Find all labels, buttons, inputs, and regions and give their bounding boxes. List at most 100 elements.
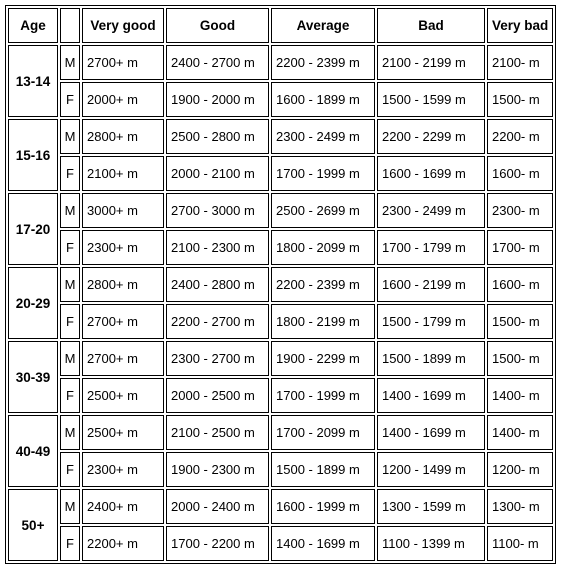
header-very-bad: Very bad bbox=[487, 8, 554, 43]
header-age: Age bbox=[8, 8, 58, 43]
table-row: F 2300+ m 2100 - 2300 m 1800 - 2099 m 1700 -… bbox=[8, 230, 554, 265]
age-group-cell: 30-39 bbox=[8, 341, 58, 413]
cell-bad: 1300 - 1599 m bbox=[377, 489, 485, 524]
cell-average: 2200 - 2399 m bbox=[271, 267, 375, 302]
sex-cell: F bbox=[60, 452, 80, 487]
table-row: 50+ M 2400+ m 2000 - 2400 m 1600 - 1999 m 130… bbox=[8, 489, 554, 561]
cell-very-bad: 1500- m bbox=[487, 341, 554, 376]
header-very-good: Very good bbox=[82, 8, 164, 43]
cell-bad: 1500 - 1899 m bbox=[377, 341, 485, 376]
cell-bad: 1600 - 2199 m bbox=[377, 267, 485, 302]
cell-very-good: 2300+ m bbox=[82, 230, 164, 265]
sex-cell: F bbox=[60, 304, 80, 339]
cell-bad: 1700 - 1799 m bbox=[377, 230, 485, 265]
header-sex bbox=[60, 8, 80, 43]
cell-very-bad: 1200- m bbox=[487, 452, 554, 487]
sex-cell: F bbox=[60, 230, 80, 265]
cell-very-good: 2500+ m bbox=[82, 415, 164, 450]
cell-good: 2400 - 2800 m bbox=[166, 267, 269, 302]
cell-average: 1400 - 1699 m bbox=[271, 526, 375, 561]
cell-average: 1600 - 1899 m bbox=[271, 82, 375, 117]
cell-very-good: 2800+ m bbox=[82, 119, 164, 154]
sex-cell: M bbox=[60, 45, 80, 80]
sex-cell: F bbox=[60, 378, 80, 413]
sex-cell: M bbox=[60, 489, 80, 524]
cell-average: 1800 - 2199 m bbox=[271, 304, 375, 339]
cell-good: 2700 - 3000 m bbox=[166, 193, 269, 228]
cell-bad: 1500 - 1599 m bbox=[377, 82, 485, 117]
sex-cell: F bbox=[60, 156, 80, 191]
cell-very-good: 2100+ m bbox=[82, 156, 164, 191]
sex-cell: M bbox=[60, 415, 80, 450]
cell-average: 1600 - 1999 m bbox=[271, 489, 375, 524]
age-group-cell: 17-20 bbox=[8, 193, 58, 265]
cell-average: 1700 - 1999 m bbox=[271, 156, 375, 191]
cooper-test-table: Age Very good Good Average Bad Very bad … bbox=[5, 5, 557, 564]
age-group-cell: 20-29 bbox=[8, 267, 58, 339]
age-group-cell: 15-16 bbox=[8, 119, 58, 191]
sex-cell: M bbox=[60, 267, 80, 302]
cell-average: 1700 - 2099 m bbox=[271, 415, 375, 450]
header-average: Average bbox=[271, 8, 375, 43]
cell-very-good: 2200+ m bbox=[82, 526, 164, 561]
cell-good: 2000 - 2100 m bbox=[166, 156, 269, 191]
cell-good: 2100 - 2500 m bbox=[166, 415, 269, 450]
cell-average: 2300 - 2499 m bbox=[271, 119, 375, 154]
cell-bad: 1400 - 1699 m bbox=[377, 415, 485, 450]
table-row: F 2300+ m 1900 - 2300 m 1500 - 1899 m 1200 -… bbox=[8, 452, 554, 487]
sex-cell: F bbox=[60, 82, 80, 117]
table-row: F 2500+ m 2000 - 2500 m 1700 - 1999 m 1400 -… bbox=[8, 378, 554, 413]
cell-very-good: 2400+ m bbox=[82, 489, 164, 524]
age-group-cell: 13-14 bbox=[8, 45, 58, 117]
cell-very-bad: 2200- m bbox=[487, 119, 554, 154]
cell-bad: 2100 - 2199 m bbox=[377, 45, 485, 80]
header-good: Good bbox=[166, 8, 269, 43]
cell-bad: 1400 - 1699 m bbox=[377, 378, 485, 413]
cell-bad: 1200 - 1499 m bbox=[377, 452, 485, 487]
header-row: Age Very good Good Average Bad Very bad bbox=[8, 8, 554, 43]
cell-good: 2000 - 2500 m bbox=[166, 378, 269, 413]
table-row: F 2000+ m 1900 - 2000 m 1600 - 1899 m 1500 -… bbox=[8, 82, 554, 117]
cell-very-bad: 1100- m bbox=[487, 526, 554, 561]
cell-good: 1700 - 2200 m bbox=[166, 526, 269, 561]
age-group-cell: 40-49 bbox=[8, 415, 58, 487]
cell-average: 2500 - 2699 m bbox=[271, 193, 375, 228]
cell-very-good: 2500+ m bbox=[82, 378, 164, 413]
cell-very-bad: 1600- m bbox=[487, 156, 554, 191]
table-row: F 2200+ m 1700 - 2200 m 1400 - 1699 m 1100 -… bbox=[8, 526, 554, 561]
cell-average: 2200 - 2399 m bbox=[271, 45, 375, 80]
cell-very-bad: 2300- m bbox=[487, 193, 554, 228]
header-bad: Bad bbox=[377, 8, 485, 43]
cell-very-bad: 1600- m bbox=[487, 267, 554, 302]
cell-good: 2300 - 2700 m bbox=[166, 341, 269, 376]
cell-very-bad: 1500- m bbox=[487, 304, 554, 339]
cell-good: 2000 - 2400 m bbox=[166, 489, 269, 524]
cell-bad: 2200 - 2299 m bbox=[377, 119, 485, 154]
cell-very-good: 2700+ m bbox=[82, 341, 164, 376]
cell-very-bad: 1400- m bbox=[487, 378, 554, 413]
sex-cell: M bbox=[60, 341, 80, 376]
cell-good: 2100 - 2300 m bbox=[166, 230, 269, 265]
table-wrapper: Age Very good Good Average Bad Very bad … bbox=[5, 5, 557, 564]
sex-cell: F bbox=[60, 526, 80, 561]
age-group-cell: 50+ bbox=[8, 489, 58, 561]
cell-bad: 1600 - 1699 m bbox=[377, 156, 485, 191]
cell-very-bad: 1700- m bbox=[487, 230, 554, 265]
cell-very-good: 2700+ m bbox=[82, 45, 164, 80]
cell-very-bad: 1500- m bbox=[487, 82, 554, 117]
cell-good: 1900 - 2300 m bbox=[166, 452, 269, 487]
table-row: F 2700+ m 2200 - 2700 m 1800 - 2199 m 1500 -… bbox=[8, 304, 554, 339]
cell-bad: 2300 - 2499 m bbox=[377, 193, 485, 228]
cell-average: 1500 - 1899 m bbox=[271, 452, 375, 487]
sex-cell: M bbox=[60, 119, 80, 154]
cell-very-good: 2300+ m bbox=[82, 452, 164, 487]
cell-very-bad: 1400- m bbox=[487, 415, 554, 450]
table-row: F 2100+ m 2000 - 2100 m 1700 - 1999 m 1600 -… bbox=[8, 156, 554, 191]
cell-good: 2200 - 2700 m bbox=[166, 304, 269, 339]
